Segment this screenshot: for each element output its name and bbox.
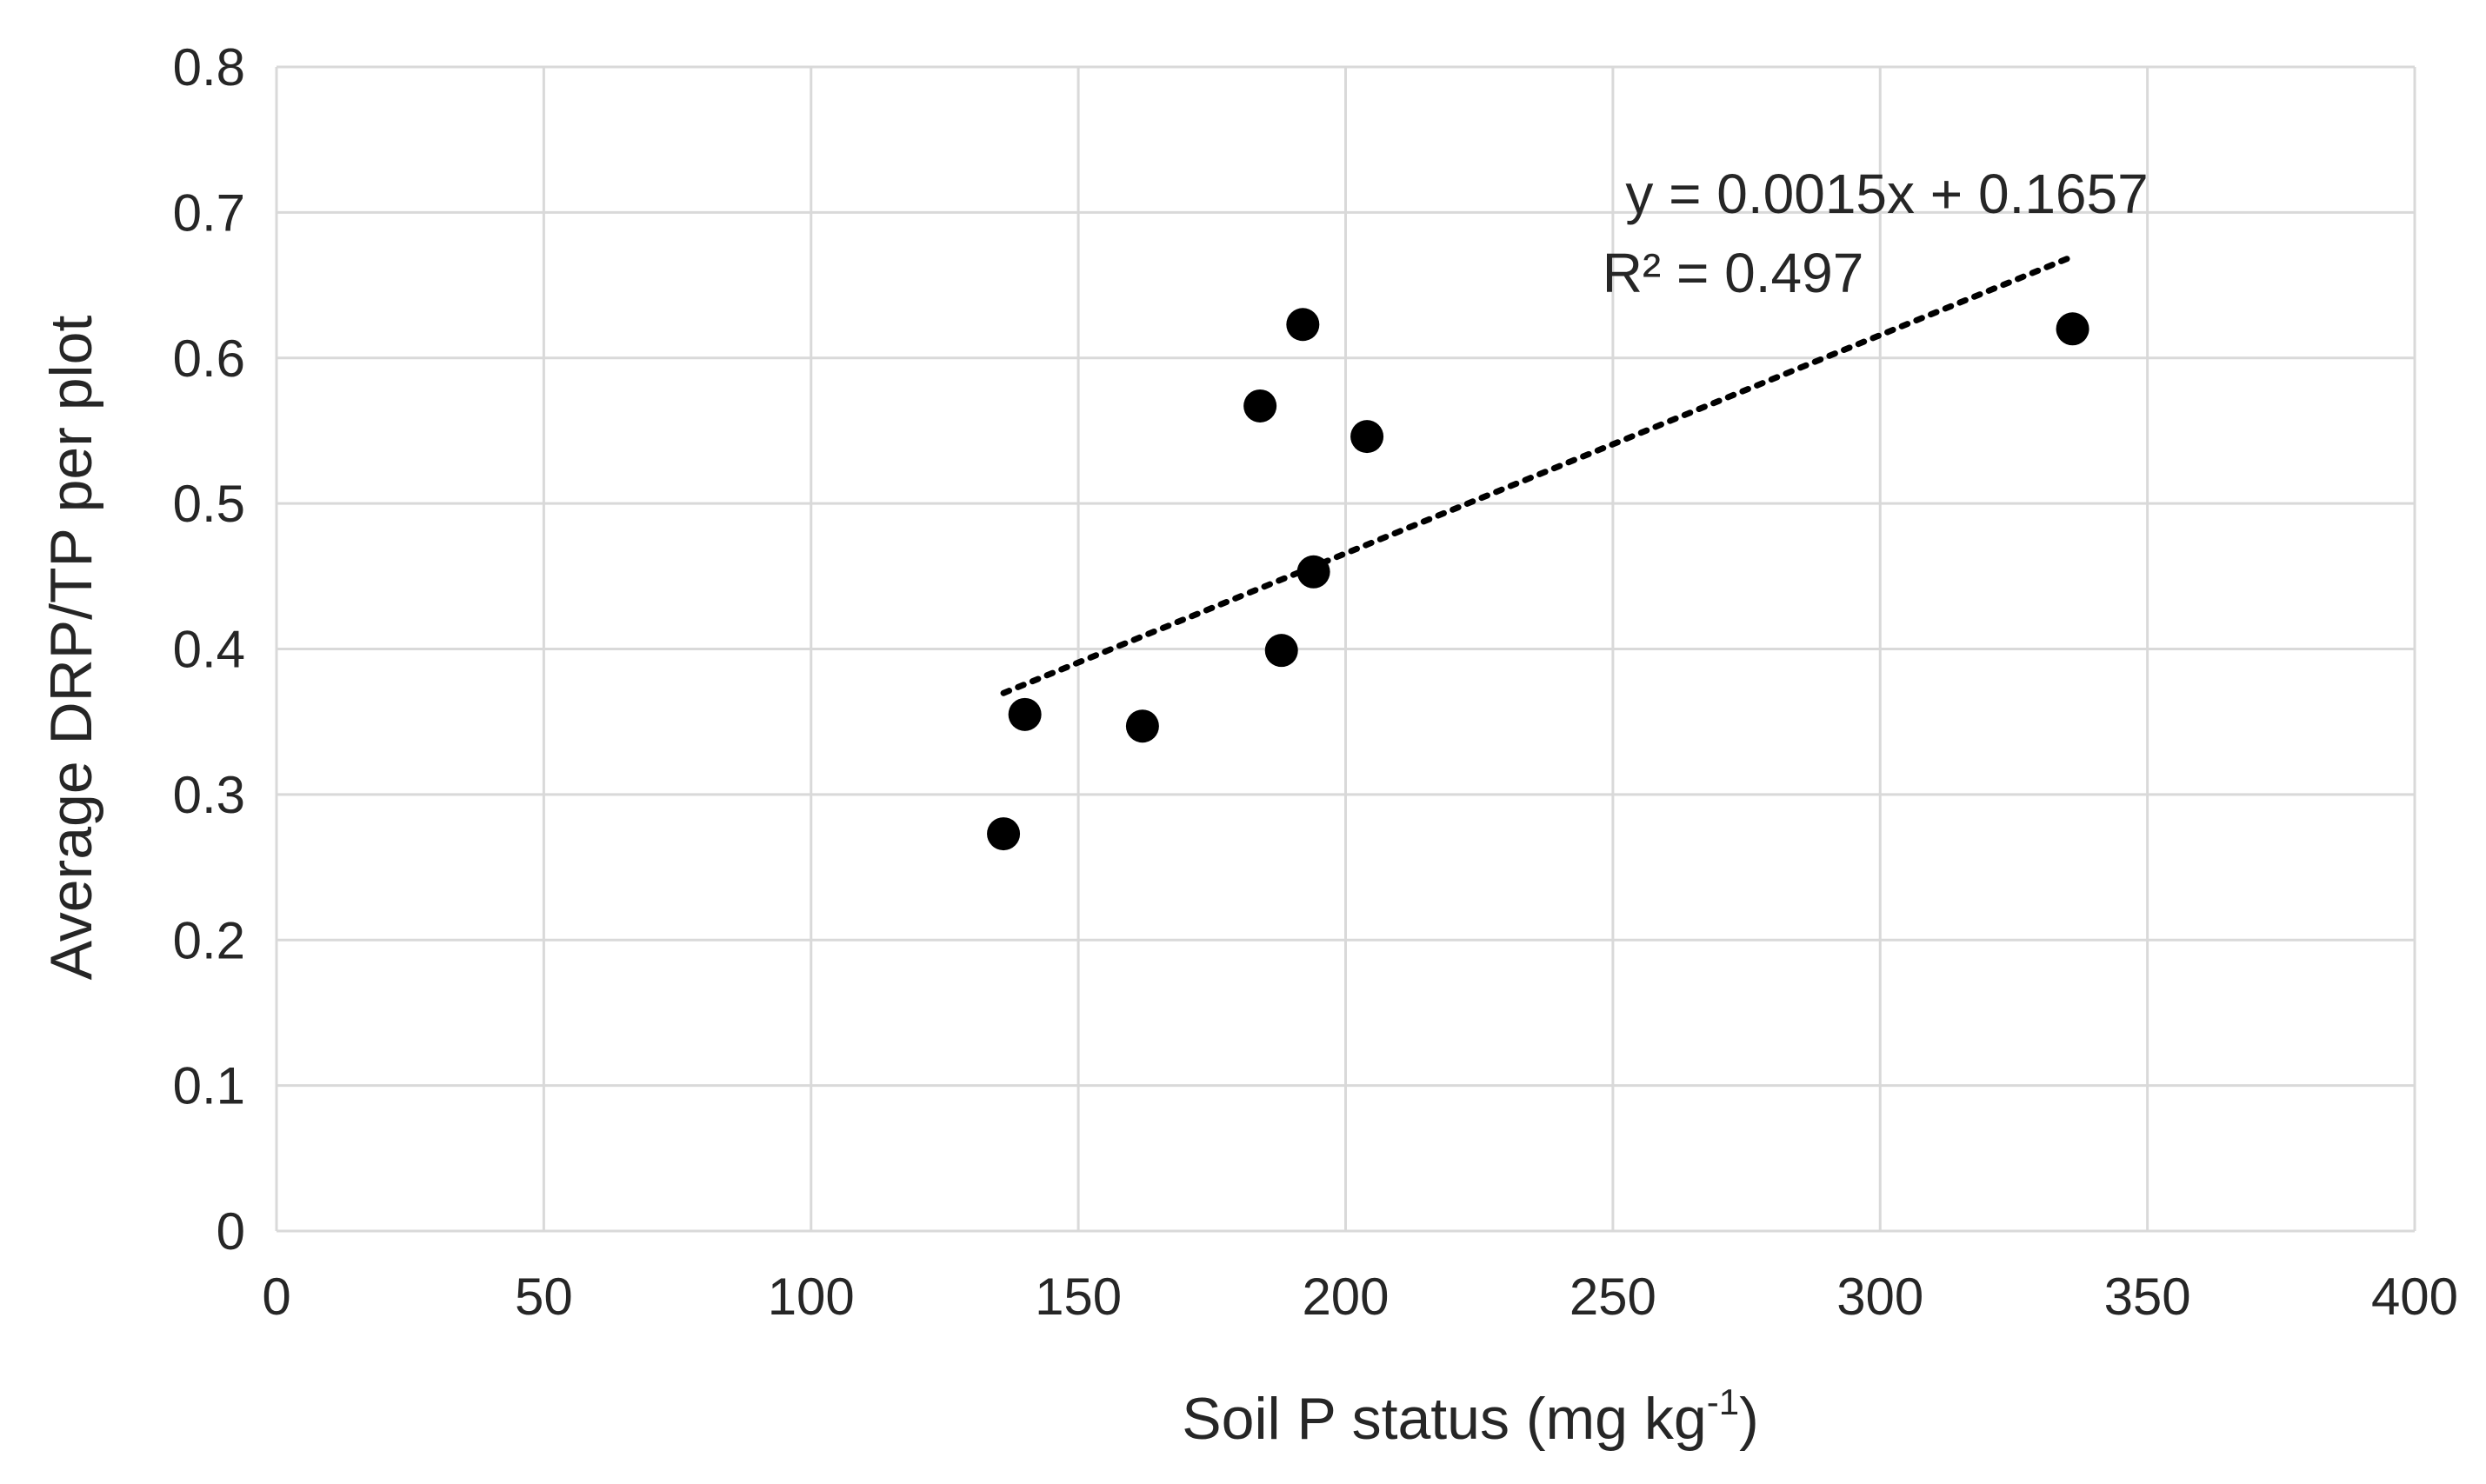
- x-tick-label: 50: [515, 1268, 573, 1326]
- x-tick-label: 0: [262, 1268, 290, 1326]
- y-tick-label: 0.4: [173, 621, 245, 679]
- data-point: [1350, 420, 1384, 454]
- x-axis-title-suffix: ): [1739, 1386, 1759, 1452]
- y-tick-label: 0.3: [173, 766, 245, 824]
- y-tick-label: 0.1: [173, 1057, 245, 1115]
- x-axis-title-superscript: -1: [1707, 1381, 1739, 1422]
- x-tick-label: 200: [1302, 1268, 1389, 1326]
- y-tick-label: 0.5: [173, 475, 245, 533]
- y-tick-label: 0.8: [173, 38, 245, 96]
- data-point: [1125, 709, 1159, 743]
- y-tick-label: 0.2: [173, 911, 245, 969]
- y-tick-label: 0.7: [173, 183, 245, 242]
- data-points: [987, 308, 2089, 851]
- x-tick-label: 150: [1035, 1268, 1122, 1326]
- trendline-r-squared: R² = 0.497: [1603, 242, 1864, 304]
- y-tick-label: 0.6: [173, 329, 245, 388]
- tick-labels: 0 0.1 0.2 0.3 0.4 0.5 0.6 0.7 0.8 0 50 100 150 200 250…: [173, 38, 2458, 1326]
- data-point: [1243, 389, 1277, 423]
- trendline-equation: y = 0.0015x + 0.1657: [1625, 163, 2148, 225]
- x-axis-title-main: Soil P status (mg kg: [1182, 1386, 1706, 1452]
- gridlines: [275, 65, 2416, 1233]
- x-tick-label: 350: [2104, 1268, 2191, 1326]
- y-axis-title: Average DRP/TP per plot: [38, 316, 104, 981]
- trendline-group: [1000, 253, 2076, 696]
- data-point: [1296, 555, 1330, 589]
- x-tick-label: 250: [1570, 1268, 1656, 1326]
- y-tick-label: 0: [217, 1202, 245, 1261]
- data-point: [1264, 634, 1298, 668]
- data-point: [1008, 697, 1042, 731]
- data-point: [1286, 308, 1320, 342]
- linear-trendline: [1000, 253, 2076, 696]
- data-point: [2056, 312, 2089, 346]
- x-tick-label: 400: [2371, 1268, 2458, 1326]
- x-tick-label: 300: [1836, 1268, 1923, 1326]
- x-axis-title: Soil P status (mg kg-1): [1182, 1381, 1758, 1452]
- data-point: [987, 817, 1021, 851]
- x-tick-label: 100: [768, 1268, 855, 1326]
